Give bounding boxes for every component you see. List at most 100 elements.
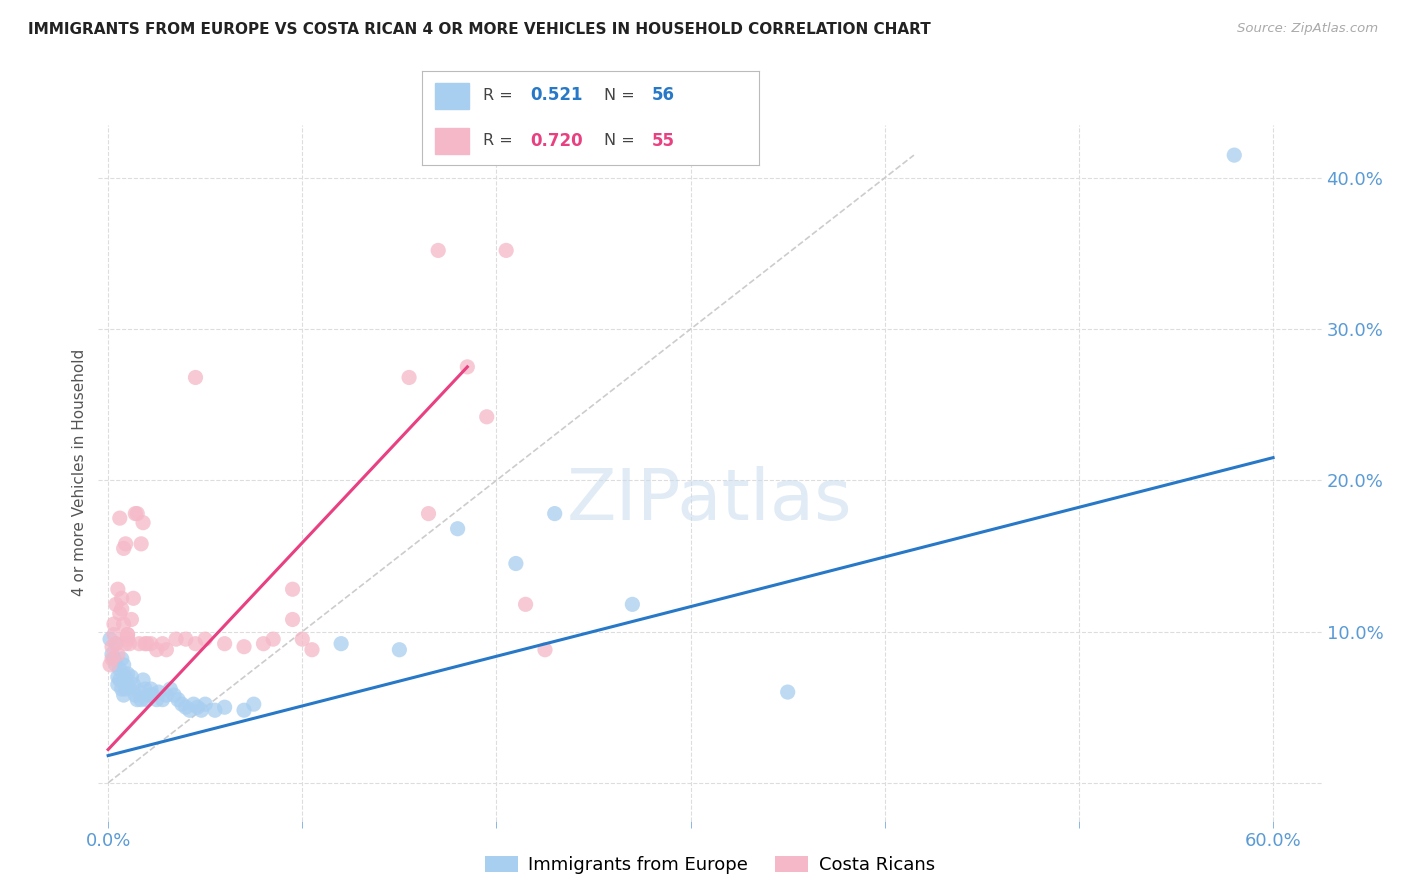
Point <box>114 637 136 651</box>
Point <box>107 670 129 684</box>
Point <box>128 685 150 699</box>
Text: Source: ZipAtlas.com: Source: ZipAtlas.com <box>1237 22 1378 36</box>
Point <box>139 681 162 696</box>
Point <box>427 244 450 258</box>
Point <box>117 677 139 691</box>
Point <box>111 591 134 606</box>
Point <box>621 598 644 612</box>
Text: 0.521: 0.521 <box>530 87 582 104</box>
Point <box>112 541 135 556</box>
Point <box>124 507 146 521</box>
Y-axis label: 4 or more Vehicles in Household: 4 or more Vehicles in Household <box>72 349 87 597</box>
Point <box>170 697 193 711</box>
Point <box>103 617 125 632</box>
Point <box>127 507 149 521</box>
Point <box>155 688 177 702</box>
Text: R =: R = <box>482 133 517 148</box>
Point <box>104 637 127 651</box>
Text: 56: 56 <box>651 87 675 104</box>
Point <box>233 703 256 717</box>
Point <box>117 632 139 647</box>
Point <box>505 557 527 571</box>
Point <box>104 598 127 612</box>
Point <box>281 612 304 626</box>
Point <box>330 637 353 651</box>
Point <box>114 670 136 684</box>
Point <box>134 637 156 651</box>
Point <box>111 681 134 696</box>
Point <box>104 637 127 651</box>
Point <box>194 697 217 711</box>
Point <box>108 673 131 687</box>
Point <box>128 637 150 651</box>
Point <box>281 582 304 597</box>
Point <box>301 642 323 657</box>
Point <box>122 591 145 606</box>
Point <box>98 657 121 672</box>
Point <box>112 617 135 632</box>
Point <box>152 692 174 706</box>
Point <box>165 632 187 647</box>
Point <box>186 700 208 714</box>
Point <box>214 700 236 714</box>
Point <box>134 681 156 696</box>
Point <box>495 244 517 258</box>
Point <box>446 522 468 536</box>
Point <box>776 685 799 699</box>
Point <box>132 516 155 530</box>
Point <box>111 652 134 666</box>
Point <box>111 602 134 616</box>
Point <box>136 692 159 706</box>
Point <box>167 692 190 706</box>
Text: ZIPatlas: ZIPatlas <box>567 467 853 535</box>
Point <box>142 688 165 702</box>
Point <box>136 637 159 651</box>
Point <box>534 642 557 657</box>
Point <box>214 637 236 651</box>
Point <box>242 697 264 711</box>
Point <box>122 677 145 691</box>
Point <box>112 657 135 672</box>
Point <box>145 692 167 706</box>
FancyBboxPatch shape <box>436 83 470 109</box>
Point <box>145 642 167 657</box>
Point <box>184 637 207 651</box>
Point <box>120 670 142 684</box>
Point <box>184 370 207 384</box>
Point <box>114 537 136 551</box>
Point <box>475 409 498 424</box>
Point <box>101 640 124 654</box>
Point <box>398 370 420 384</box>
Point <box>515 598 537 612</box>
Point <box>129 692 152 706</box>
Point <box>118 681 141 695</box>
Point <box>108 607 131 621</box>
Point <box>179 703 201 717</box>
Text: N =: N = <box>605 87 640 103</box>
Point <box>194 632 217 647</box>
Text: 0.720: 0.720 <box>530 132 582 150</box>
FancyBboxPatch shape <box>436 128 470 153</box>
Point <box>148 685 170 699</box>
Point <box>418 507 440 521</box>
Point <box>262 632 284 647</box>
Point <box>108 511 131 525</box>
Point <box>204 703 226 717</box>
Point <box>159 681 181 696</box>
Point <box>124 688 146 702</box>
Point <box>291 632 314 647</box>
Point <box>183 697 205 711</box>
Point <box>103 627 125 641</box>
Point <box>132 673 155 687</box>
Point <box>1223 148 1246 162</box>
Point <box>138 688 160 702</box>
Point <box>103 652 125 666</box>
Point <box>114 681 136 696</box>
Legend: Immigrants from Europe, Costa Ricans: Immigrants from Europe, Costa Ricans <box>478 848 942 881</box>
Point <box>107 582 129 597</box>
Point <box>107 677 129 691</box>
Point <box>108 662 131 676</box>
Point <box>98 632 121 647</box>
Point <box>163 688 186 702</box>
Point <box>117 627 139 641</box>
